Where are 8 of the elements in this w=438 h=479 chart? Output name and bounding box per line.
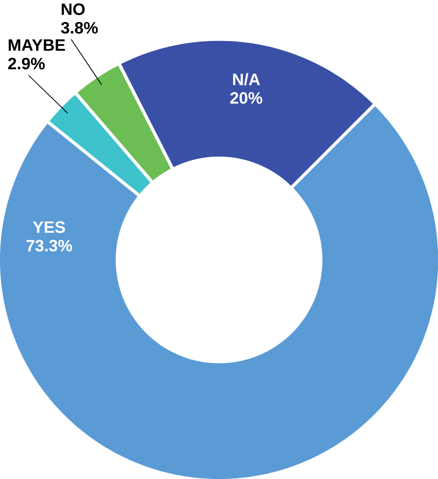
data-label: 73.3% bbox=[26, 240, 72, 252]
slice-label: YES bbox=[32, 221, 65, 233]
slice-label: NO bbox=[62, 3, 85, 16]
slice-label: N/A bbox=[233, 73, 260, 86]
slice-label: MAYBE bbox=[8, 39, 65, 51]
data-label: 2.9% bbox=[8, 58, 45, 70]
data-label: 20% bbox=[230, 92, 262, 104]
data-label: 3.8% bbox=[60, 22, 98, 34]
